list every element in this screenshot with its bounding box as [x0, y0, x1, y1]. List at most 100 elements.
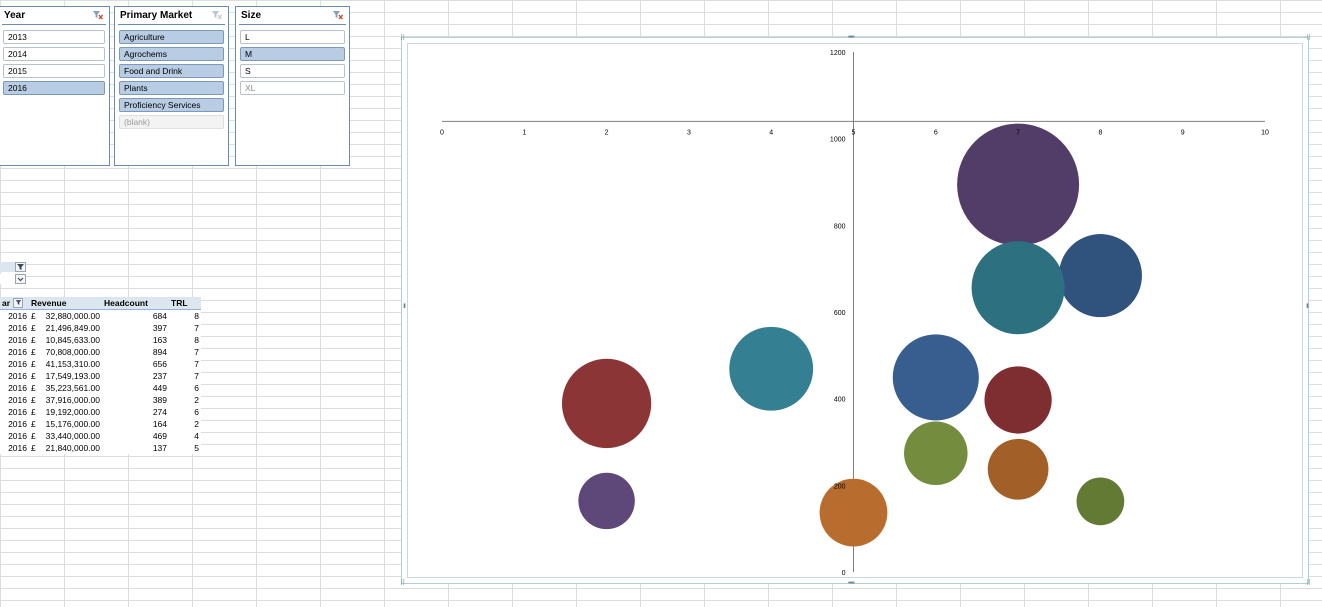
revenue-amount: 33,440,000.00 — [45, 431, 100, 441]
clear-filter-icon[interactable] — [333, 11, 343, 20]
trl-cell[interactable]: 2 — [169, 394, 201, 406]
revenue-cell[interactable]: £21,496,849.00 — [29, 322, 102, 334]
revenue-cell[interactable]: £70,808,000.00 — [29, 346, 102, 358]
bubble-point[interactable] — [1058, 234, 1142, 318]
pivot-header-row: ar Revenue Headcount TRL — [0, 297, 201, 310]
resize-handle-bottom[interactable]: •••• — [848, 580, 855, 587]
y-tick-label: 1000 — [830, 137, 846, 144]
resize-handle-top-right[interactable]: ⠿ — [1305, 35, 1311, 42]
year-slicer-item[interactable]: 2016 — [3, 81, 105, 95]
headcount-cell[interactable]: 684 — [102, 309, 169, 322]
resize-handle-bottom-right[interactable]: ⠿ — [1305, 580, 1311, 587]
headcount-cell[interactable]: 469 — [102, 430, 169, 442]
table-row: 2016 £32,880,000.00 684 8 — [0, 309, 201, 322]
bubble-point[interactable] — [987, 438, 1049, 500]
headcount-cell[interactable]: 237 — [102, 370, 169, 382]
market-slicer-item[interactable]: (blank) — [119, 115, 224, 129]
clear-filter-icon[interactable] — [93, 11, 103, 20]
headcount-cell[interactable]: 449 — [102, 382, 169, 394]
bubble-point[interactable] — [561, 358, 652, 449]
bubble-point[interactable] — [984, 366, 1052, 434]
year-cell[interactable]: 2016 — [0, 346, 29, 358]
trl-cell[interactable]: 8 — [169, 334, 201, 346]
year-cell[interactable]: 2016 — [0, 370, 29, 382]
revenue-amount: 19,192,000.00 — [45, 407, 100, 417]
pivot-filter-dropdown[interactable] — [15, 274, 26, 284]
resize-handle-bottom-left[interactable]: ⠿ — [400, 580, 405, 587]
year-column-header[interactable]: ar — [0, 297, 29, 310]
year-slicer-item[interactable]: 2013 — [3, 30, 105, 44]
size-slicer-item[interactable]: L — [240, 30, 345, 44]
bubble-chart[interactable]: •••• •••• ••• ••• ⠿ ⠿ ⠿ ⠿ 0 1 2 3 4 5 6 7 8 9 10 0… — [400, 34, 1311, 587]
bubble-point[interactable] — [971, 241, 1065, 335]
year-cell[interactable]: 2016 — [0, 309, 29, 322]
year-cell[interactable]: 2016 — [0, 322, 29, 334]
revenue-cell[interactable]: £21,840,000.00 — [29, 442, 102, 454]
year-cell[interactable]: 2016 — [0, 442, 29, 454]
trl-cell[interactable]: 6 — [169, 382, 201, 394]
year-cell[interactable]: 2016 — [0, 418, 29, 430]
bubble-point[interactable] — [819, 478, 888, 547]
headcount-cell[interactable]: 274 — [102, 406, 169, 418]
clear-filter-icon[interactable] — [212, 11, 222, 20]
trl-cell[interactable]: 7 — [169, 346, 201, 358]
trl-cell[interactable]: 7 — [169, 370, 201, 382]
revenue-cell[interactable]: £15,176,000.00 — [29, 418, 102, 430]
trl-column-header[interactable]: TRL — [169, 297, 201, 310]
trl-cell[interactable]: 4 — [169, 430, 201, 442]
year-cell[interactable]: 2016 — [0, 334, 29, 346]
trl-cell[interactable]: 7 — [169, 322, 201, 334]
column-filter-icon[interactable] — [13, 298, 24, 309]
revenue-cell[interactable]: £17,549,193.00 — [29, 370, 102, 382]
revenue-cell[interactable]: £19,192,000.00 — [29, 406, 102, 418]
size-slicer-item[interactable]: XL — [240, 81, 345, 95]
market-slicer-item[interactable]: Agrochems — [119, 47, 224, 61]
market-slicer-item[interactable]: Plants — [119, 81, 224, 95]
headcount-cell[interactable]: 389 — [102, 394, 169, 406]
headcount-cell[interactable]: 163 — [102, 334, 169, 346]
trl-cell[interactable]: 5 — [169, 442, 201, 454]
trl-cell[interactable]: 6 — [169, 406, 201, 418]
headcount-cell[interactable]: 164 — [102, 418, 169, 430]
year-cell[interactable]: 2016 — [0, 382, 29, 394]
year-slicer-item[interactable]: 2015 — [3, 64, 105, 78]
revenue-cell[interactable]: £33,440,000.00 — [29, 430, 102, 442]
trl-cell[interactable]: 8 — [169, 309, 201, 322]
year-cell[interactable]: 2016 — [0, 394, 29, 406]
revenue-cell[interactable]: £10,845,633.00 — [29, 334, 102, 346]
revenue-cell[interactable]: £37,916,000.00 — [29, 394, 102, 406]
market-slicer-item[interactable]: Agriculture — [119, 30, 224, 44]
resize-handle-top-left[interactable]: ⠿ — [400, 35, 405, 42]
headcount-cell[interactable]: 137 — [102, 442, 169, 454]
revenue-cell[interactable]: £41,153,310.00 — [29, 358, 102, 370]
headcount-column-header[interactable]: Headcount — [102, 297, 169, 310]
bubble-point[interactable] — [957, 123, 1080, 246]
revenue-value: £35,223,561.00 — [31, 383, 100, 393]
headcount-cell[interactable]: 656 — [102, 358, 169, 370]
headcount-cell[interactable]: 397 — [102, 322, 169, 334]
bubble-point[interactable] — [1076, 477, 1125, 526]
size-slicer-item[interactable]: S — [240, 64, 345, 78]
headcount-cell[interactable]: 894 — [102, 346, 169, 358]
pivot-filter-button[interactable] — [15, 262, 26, 272]
year-cell[interactable]: 2016 — [0, 430, 29, 442]
revenue-cell[interactable]: £35,223,561.00 — [29, 382, 102, 394]
revenue-column-header[interactable]: Revenue — [29, 297, 102, 310]
trl-cell[interactable]: 7 — [169, 358, 201, 370]
table-row: 2016 £21,496,849.00 397 7 — [0, 322, 201, 334]
trl-cell[interactable]: 2 — [169, 418, 201, 430]
bubble-point[interactable] — [904, 421, 968, 486]
market-slicer-item[interactable]: Proficiency Services — [119, 98, 224, 112]
year-cell[interactable]: 2016 — [0, 406, 29, 418]
market-slicer-item[interactable]: Food and Drink — [119, 64, 224, 78]
bubble-point[interactable] — [729, 326, 814, 411]
year-cell[interactable]: 2016 — [0, 358, 29, 370]
revenue-cell[interactable]: £32,880,000.00 — [29, 309, 102, 322]
resize-handle-left[interactable]: ••• — [400, 303, 407, 308]
bubble-point[interactable] — [578, 472, 635, 530]
resize-handle-top[interactable]: •••• — [848, 34, 855, 41]
bubble-point[interactable] — [892, 334, 979, 421]
year-slicer-item[interactable]: 2014 — [3, 47, 105, 61]
resize-handle-right[interactable]: ••• — [1303, 303, 1310, 308]
size-slicer-item[interactable]: M — [240, 47, 345, 61]
